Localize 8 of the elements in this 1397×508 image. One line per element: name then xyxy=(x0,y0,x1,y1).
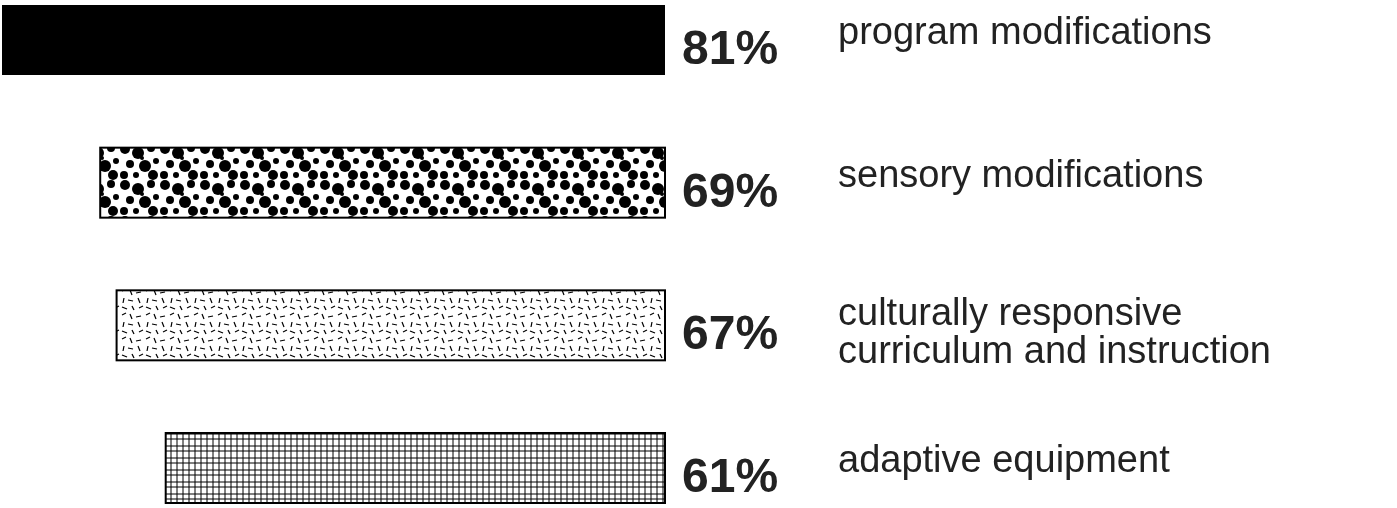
data-label: 67% xyxy=(682,306,779,360)
data-label: 69% xyxy=(682,163,779,217)
data-label: 81% xyxy=(682,21,779,74)
y-tick-label: sensory modifications xyxy=(838,152,1204,195)
data-label: 61% xyxy=(682,449,779,502)
y-tick-label: adaptive equipment xyxy=(838,438,1171,480)
y-tick-label: program modifications xyxy=(838,10,1212,52)
y-tick-label: culturally responsive curriculum and instruction xyxy=(838,291,1271,372)
